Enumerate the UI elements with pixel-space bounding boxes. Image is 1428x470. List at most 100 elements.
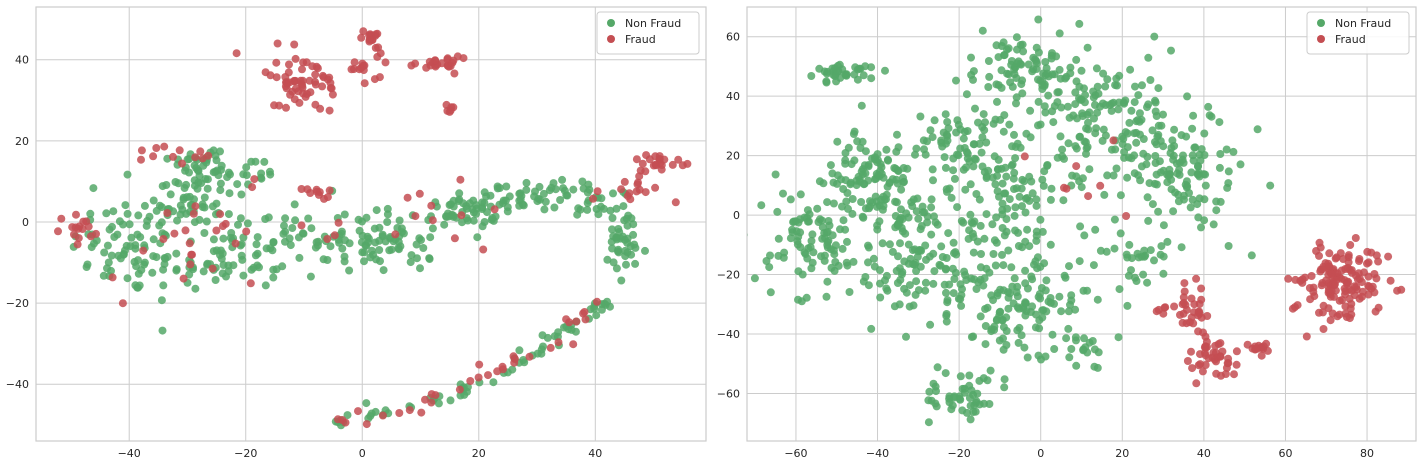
point-non-fraud: [515, 346, 524, 355]
point-non-fraud: [622, 260, 630, 269]
point-non-fraud: [612, 204, 621, 213]
point-non-fraud: [1002, 215, 1011, 224]
point-non-fraud: [942, 288, 950, 297]
point-non-fraud: [930, 116, 939, 125]
point-non-fraud: [1043, 161, 1052, 170]
point-non-fraud: [846, 180, 855, 189]
point-non-fraud: [1159, 221, 1168, 230]
point-fraud: [474, 373, 483, 382]
point-non-fraud: [182, 180, 191, 189]
point-non-fraud: [973, 237, 982, 246]
point-non-fraud: [1154, 130, 1163, 139]
point-non-fraud: [1061, 74, 1070, 83]
point-non-fraud: [881, 66, 889, 75]
y-tick-label: 0: [22, 216, 29, 229]
point-non-fraud: [956, 372, 965, 381]
point-non-fraud: [578, 177, 587, 186]
point-non-fraud: [367, 246, 376, 255]
point-fraud: [297, 185, 306, 193]
point-non-fraud: [183, 193, 191, 202]
point-non-fraud: [463, 383, 472, 391]
point-non-fraud: [1035, 324, 1044, 333]
point-non-fraud: [558, 175, 567, 184]
point-non-fraud: [953, 203, 962, 212]
point-non-fraud: [1055, 65, 1064, 74]
point-fraud: [68, 223, 77, 232]
point-fraud: [291, 84, 300, 93]
point-fraud: [635, 172, 644, 181]
point-non-fraud: [1167, 46, 1175, 55]
point-non-fraud: [1193, 200, 1202, 209]
point-non-fraud: [942, 317, 951, 326]
point-fraud: [411, 212, 420, 221]
point-non-fraud: [499, 196, 508, 205]
point-non-fraud: [969, 248, 978, 257]
point-fraud: [459, 54, 468, 63]
point-non-fraud: [1047, 184, 1056, 193]
point-non-fraud: [1066, 300, 1074, 309]
point-non-fraud: [1191, 143, 1200, 152]
point-non-fraud: [1036, 215, 1045, 224]
point-non-fraud: [614, 245, 623, 254]
point-non-fraud: [181, 166, 190, 175]
legend-marker: [1317, 35, 1325, 43]
point-non-fraud: [796, 243, 805, 252]
point-non-fraud: [947, 405, 956, 414]
point-non-fraud: [243, 219, 252, 228]
point-non-fraud: [826, 161, 835, 170]
point-non-fraud: [823, 238, 832, 247]
point-fraud: [642, 151, 651, 160]
point-non-fraud: [850, 127, 859, 136]
point-non-fraud: [1098, 136, 1107, 145]
point-non-fraud: [1012, 93, 1021, 102]
point-non-fraud: [1007, 263, 1016, 272]
point-fraud: [1096, 181, 1105, 190]
point-non-fraud: [119, 250, 128, 258]
point-non-fraud: [1021, 266, 1030, 275]
point-fraud: [660, 155, 669, 164]
point-non-fraud: [808, 258, 817, 267]
point-non-fraud: [1034, 351, 1043, 360]
point-fraud: [312, 187, 321, 196]
legend-entry: Fraud: [1335, 33, 1366, 46]
point-non-fraud: [884, 156, 892, 165]
point-non-fraud: [864, 281, 873, 290]
point-fraud: [593, 187, 602, 196]
y-tick-label: −60: [717, 387, 740, 400]
point-non-fraud: [750, 274, 759, 283]
point-non-fraud: [905, 281, 914, 290]
point-non-fraud: [1065, 353, 1074, 362]
point-non-fraud: [969, 219, 977, 228]
point-non-fraud: [242, 163, 251, 172]
point-non-fraud: [894, 167, 903, 176]
point-non-fraud: [1120, 153, 1129, 162]
point-fraud: [490, 205, 499, 214]
point-non-fraud: [857, 167, 866, 176]
point-non-fraud: [1034, 121, 1042, 130]
point-fraud: [1355, 257, 1363, 265]
point-non-fraud: [976, 221, 985, 230]
point-fraud: [191, 202, 200, 211]
point-fraud: [1176, 310, 1184, 319]
point-non-fraud: [539, 189, 548, 198]
point-non-fraud: [109, 207, 118, 216]
point-fraud: [295, 98, 304, 107]
legend-marker: [1317, 19, 1325, 27]
legend: Non Fraud Fraud: [596, 11, 700, 55]
point-fraud: [1201, 332, 1210, 341]
point-fraud: [1160, 303, 1169, 312]
point-non-fraud: [193, 166, 202, 175]
point-non-fraud: [1111, 145, 1120, 154]
point-non-fraud: [988, 220, 997, 229]
point-non-fraud: [876, 293, 885, 302]
point-non-fraud: [1171, 188, 1180, 197]
point-non-fraud: [1182, 132, 1191, 141]
point-non-fraud: [923, 137, 931, 146]
point-fraud: [169, 152, 177, 161]
point-fraud: [498, 362, 507, 371]
point-non-fraud: [261, 215, 270, 223]
point-non-fraud: [1027, 272, 1036, 281]
point-non-fraud: [375, 246, 384, 254]
point-non-fraud: [1247, 251, 1256, 260]
point-non-fraud: [929, 176, 937, 185]
